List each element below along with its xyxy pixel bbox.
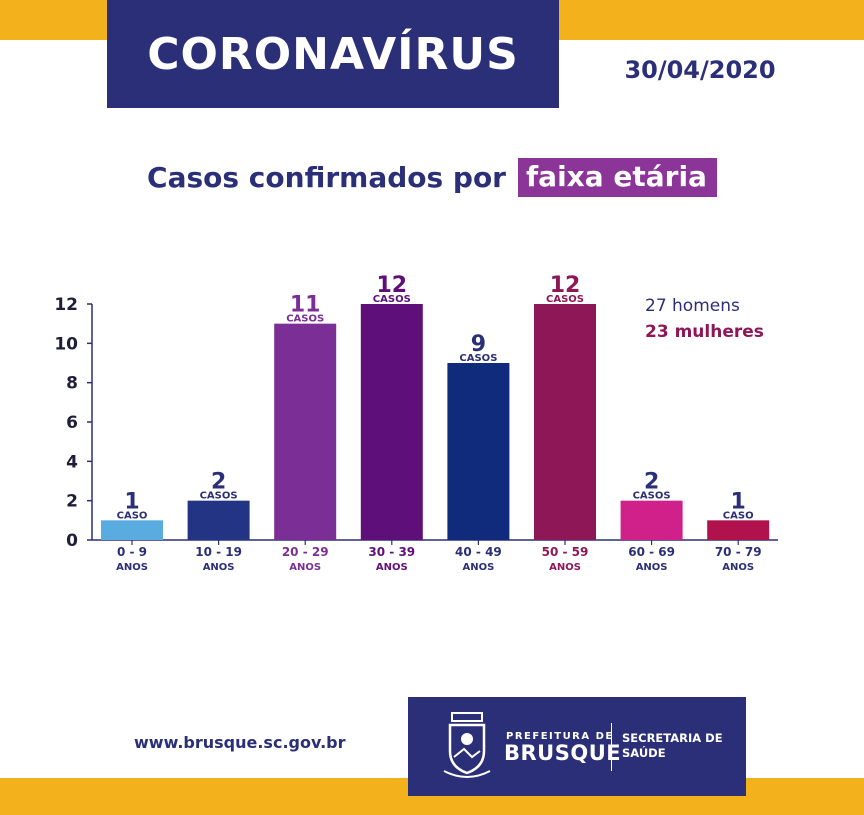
x-tick-sublabel: ANOS <box>116 562 148 573</box>
data-unit-label: CASOS <box>373 294 411 305</box>
x-tick-sublabel: ANOS <box>636 562 668 573</box>
data-label: 2 <box>644 470 659 495</box>
data-unit-label: CASOS <box>633 491 671 502</box>
y-tick-label: 6 <box>66 413 78 433</box>
y-tick-label: 12 <box>54 295 78 315</box>
x-tick-label: 60 - 69 <box>628 545 675 559</box>
bar <box>707 520 770 540</box>
bar <box>101 520 163 540</box>
x-tick-label: 20 - 29 <box>282 545 329 559</box>
x-tick-sublabel: ANOS <box>722 562 754 573</box>
prefeitura-logo: PREFEITURA DE BRUSQUE SECRETARIA DE SAÚD… <box>408 697 746 796</box>
data-unit-label: CASOS <box>200 491 238 502</box>
bar <box>360 304 423 540</box>
legend-women: 23 mulheres <box>645 322 764 342</box>
y-tick-label: 0 <box>66 531 78 551</box>
chart-subtitle: Casos confirmados por faixa etária <box>0 158 864 197</box>
x-tick-sublabel: ANOS <box>203 562 235 573</box>
data-label: 2 <box>211 470 226 495</box>
coat-of-arms-icon <box>443 712 491 778</box>
logo-secretaria-line1: SECRETARIA DE <box>622 731 723 745</box>
data-unit-label: CASOS <box>459 353 497 364</box>
x-tick-label: 0 - 9 <box>117 545 147 559</box>
logo-secretaria-line2: SAÚDE <box>622 746 666 760</box>
y-tick-label: 8 <box>66 374 78 394</box>
data-label: 1 <box>731 489 746 514</box>
bar <box>620 500 683 540</box>
bar <box>447 363 510 540</box>
data-unit-label: CASOS <box>286 314 324 325</box>
data-label: 12 <box>376 273 407 298</box>
subtitle-prefix: Casos confirmados por <box>147 161 506 194</box>
x-tick-label: 30 - 39 <box>368 545 415 559</box>
x-tick-label: 70 - 79 <box>715 545 762 559</box>
logo-secretaria-text: SECRETARIA DE SAÚDE <box>622 731 723 761</box>
page-title: CORONAVÍRUS <box>147 28 519 80</box>
data-unit-label: CASO <box>117 510 148 521</box>
x-tick-label: 10 - 19 <box>195 545 242 559</box>
data-label: 11 <box>290 293 321 318</box>
y-tick-label: 2 <box>66 492 78 512</box>
logo-brusque-text: BRUSQUE <box>504 741 622 765</box>
data-label: 12 <box>550 273 581 298</box>
x-tick-sublabel: ANOS <box>549 562 581 573</box>
x-tick-label: 50 - 59 <box>542 545 589 559</box>
x-tick-sublabel: ANOS <box>462 562 494 573</box>
logo-divider <box>611 723 612 771</box>
bar <box>534 304 596 540</box>
legend-men: 27 homens <box>645 296 740 316</box>
x-tick-label: 40 - 49 <box>455 545 502 559</box>
y-tick-label: 4 <box>66 452 78 472</box>
x-tick-sublabel: ANOS <box>289 562 321 573</box>
date-label: 30/04/2020 <box>624 56 776 84</box>
title-banner: CORONAVÍRUS <box>107 0 559 108</box>
logo-prefeitura-text: PREFEITURA DE <box>506 731 614 742</box>
y-tick-label: 10 <box>54 334 78 354</box>
data-label: 9 <box>471 332 486 357</box>
website-link[interactable]: www.brusque.sc.gov.br <box>134 733 346 752</box>
bar <box>187 500 250 540</box>
data-label: 1 <box>124 489 139 514</box>
subtitle-highlight: faixa etária <box>518 158 717 197</box>
x-tick-sublabel: ANOS <box>376 562 408 573</box>
data-unit-label: CASOS <box>546 294 584 305</box>
bar <box>274 323 337 540</box>
data-unit-label: CASO <box>723 510 754 521</box>
